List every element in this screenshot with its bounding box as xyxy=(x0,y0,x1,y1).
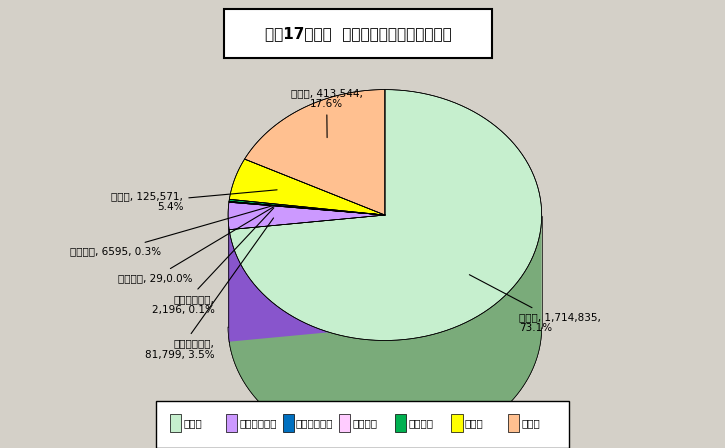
Text: 浄化槽: 浄化槽 xyxy=(465,418,484,428)
Text: 農業集落排水,
81,799, 3.5%: 農業集落排水, 81,799, 3.5% xyxy=(145,218,273,360)
Polygon shape xyxy=(229,159,385,215)
Text: 簡易排水, 29,0.0%: 簡易排水, 29,0.0% xyxy=(117,207,273,283)
FancyBboxPatch shape xyxy=(157,401,568,448)
Bar xyxy=(226,414,237,432)
Polygon shape xyxy=(229,215,385,342)
Text: 浄化槽, 125,571,
5.4%: 浄化槽, 125,571, 5.4% xyxy=(112,190,277,212)
Text: 平成17年度末  汚水処理人口普及率の内訳: 平成17年度末 汚水処理人口普及率の内訳 xyxy=(265,26,452,41)
Text: 下水道, 1,714,835,
73.1%: 下水道, 1,714,835, 73.1% xyxy=(469,275,601,333)
Text: 農業集落排水: 農業集落排水 xyxy=(240,418,277,428)
Text: コミプラ, 6595, 0.3%: コミプラ, 6595, 0.3% xyxy=(70,206,273,256)
Text: コミプラ: コミプラ xyxy=(409,418,434,428)
FancyBboxPatch shape xyxy=(223,9,492,58)
Bar xyxy=(395,414,406,432)
Bar xyxy=(283,414,294,432)
Bar xyxy=(170,414,181,432)
Polygon shape xyxy=(228,202,385,230)
Bar xyxy=(452,414,463,432)
Polygon shape xyxy=(229,202,385,215)
Text: 未処理: 未処理 xyxy=(521,418,540,428)
Polygon shape xyxy=(229,90,542,340)
Bar xyxy=(339,414,350,432)
Polygon shape xyxy=(229,199,385,215)
Polygon shape xyxy=(244,90,385,215)
Text: 下水道: 下水道 xyxy=(183,418,202,428)
Polygon shape xyxy=(229,215,385,342)
Text: 簡易排水: 簡易排水 xyxy=(352,418,377,428)
Polygon shape xyxy=(229,202,385,215)
Text: 漁業集落排水: 漁業集落排水 xyxy=(296,418,334,428)
Bar xyxy=(507,414,519,432)
Polygon shape xyxy=(228,215,229,342)
Text: 漁業集落排水,
2,196, 0.1%: 漁業集落排水, 2,196, 0.1% xyxy=(152,208,274,315)
Text: 未処理, 413,544,
17.6%: 未処理, 413,544, 17.6% xyxy=(291,88,362,138)
Polygon shape xyxy=(229,216,542,448)
